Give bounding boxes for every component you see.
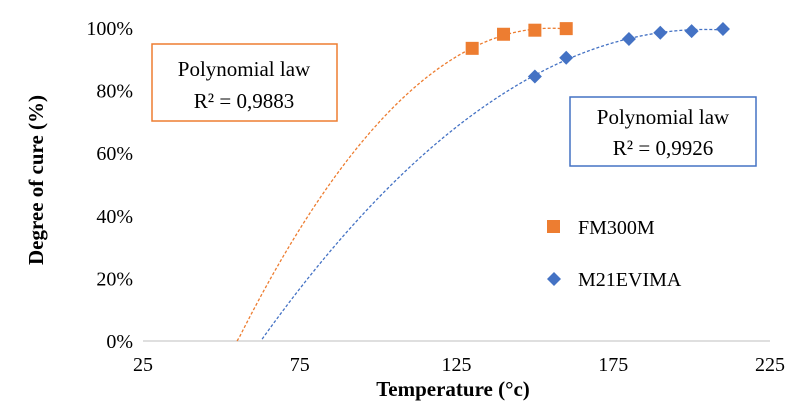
legend-fm300m-marker: [547, 220, 560, 233]
x-axis-title: Temperature (°c): [376, 377, 530, 401]
x-tick-label: 75: [290, 354, 310, 376]
fm300m-annotation-box: [151, 43, 338, 122]
data-markers: [465, 21, 730, 84]
legend: FM300M M21EVIMA: [547, 217, 682, 291]
trendlines: [236, 27, 724, 342]
x-tick-label: 225: [755, 354, 785, 376]
y-tick-label: 0%: [106, 331, 133, 353]
m21evima-annotation-line1: Polynomial law: [597, 105, 730, 129]
legend-m21evima-marker: [547, 272, 561, 286]
m21evima-data-point: [715, 21, 730, 36]
y-tick-label: 80%: [96, 81, 133, 103]
y-tick-label: 40%: [96, 206, 133, 228]
y-tick-label: 100%: [86, 18, 133, 40]
m21evima-trendline: [261, 28, 724, 340]
m21evima-annotation-box: [569, 96, 757, 167]
legend-fm300m-label: FM300M: [578, 217, 655, 239]
fm300m-annotation-line2: R² = 0,9883: [194, 89, 294, 113]
x-tick-label: 25: [133, 354, 153, 376]
y-tick-label: 60%: [96, 143, 133, 165]
m21evima-data-point: [527, 69, 542, 84]
x-tick-labels: 25 75 125 175 225: [133, 354, 785, 376]
m21evima-data-point: [559, 50, 574, 65]
m21evima-data-point: [684, 24, 699, 39]
m21evima-data-point: [653, 25, 668, 40]
fm300m-annotation-line1: Polynomial law: [178, 57, 311, 81]
m21evima-annotation: Polynomial law R² = 0,9926: [569, 96, 757, 167]
fm300m-annotation: Polynomial law R² = 0,9883: [151, 43, 338, 122]
x-tick-label: 125: [442, 354, 472, 376]
fm300m-data-point: [465, 41, 479, 55]
y-tick-labels: 0% 20% 40% 60% 80% 100%: [86, 18, 133, 353]
m21evima-data-point: [621, 31, 636, 46]
m21evima-annotation-line2: R² = 0,9926: [613, 136, 713, 160]
y-axis-title: Degree of cure (%): [24, 95, 48, 265]
x-tick-label: 175: [598, 354, 628, 376]
legend-m21evima-label: M21EVIMA: [578, 269, 682, 291]
y-tick-label: 20%: [96, 268, 133, 290]
fm300m-data-point: [559, 22, 573, 36]
fm300m-data-point: [497, 27, 511, 41]
fm300m-data-point: [528, 23, 542, 37]
